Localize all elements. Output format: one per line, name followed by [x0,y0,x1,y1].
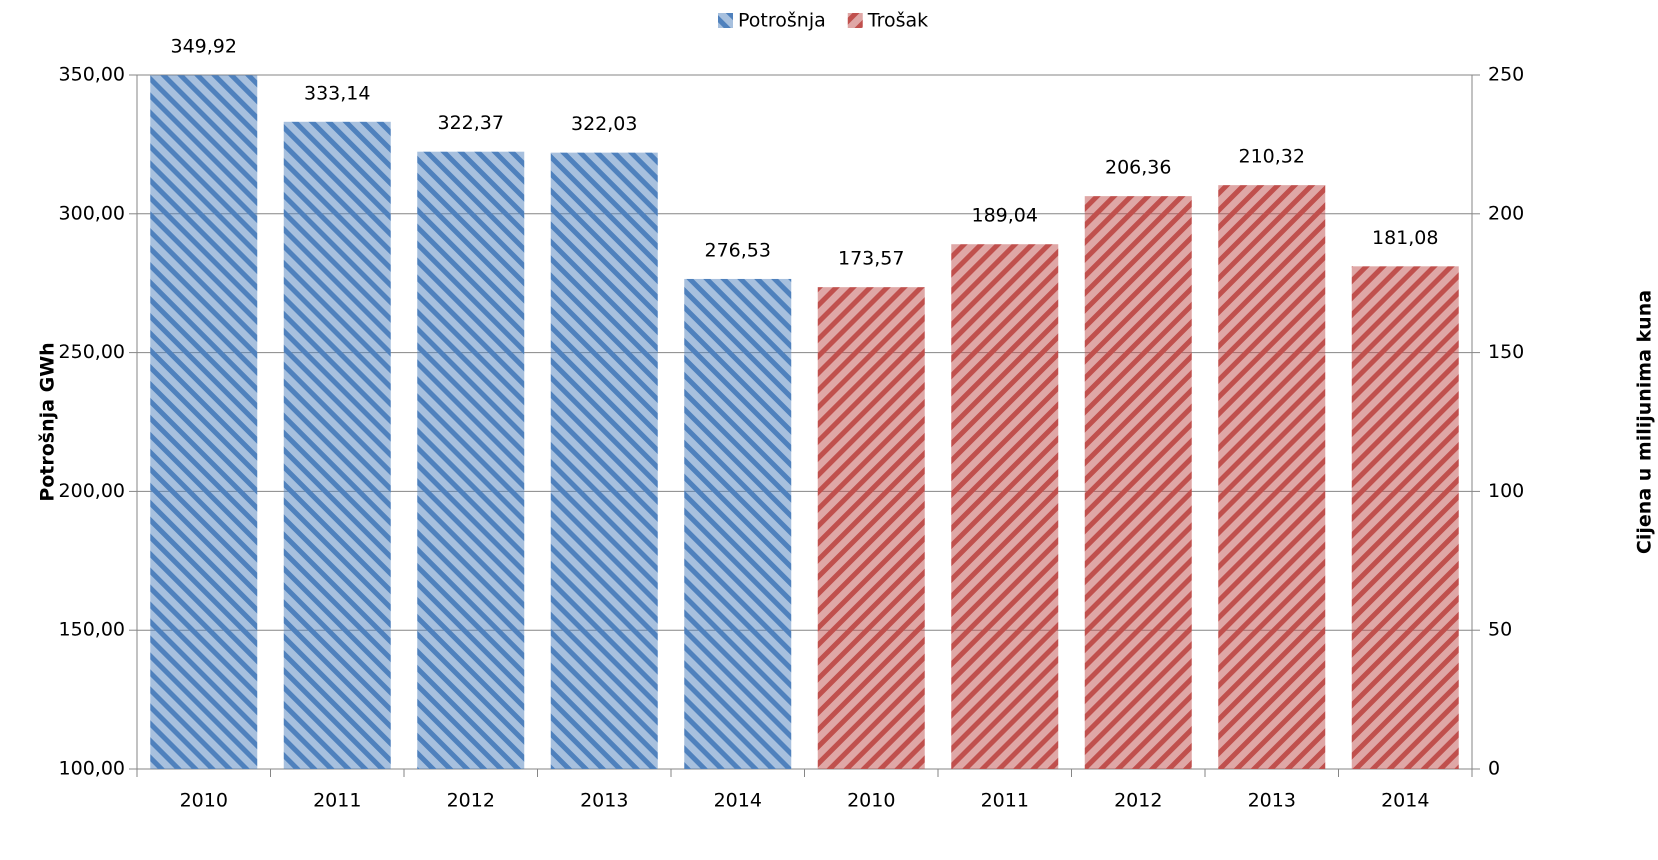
bar [150,75,258,770]
y-tick-label: 200,00 [59,480,125,502]
y-axis-title: Potrošnja GWh [37,342,59,501]
x-tick-label: 2011 [981,790,1029,812]
y-tick-label: 250,00 [59,341,125,363]
y-tick-label: 100,00 [59,758,125,780]
x-tick-label: 2014 [714,790,762,812]
bar [417,151,525,770]
x-tick-label: 2010 [847,790,895,812]
y2-axis-title: Cijena u milijunima kuna [1634,290,1656,554]
data-label: 322,37 [438,112,504,134]
bar [817,287,925,769]
data-label: 181,08 [1372,227,1438,249]
y2-tick-label: 50 [1488,619,1512,641]
y2-tick-label: 100 [1488,480,1524,502]
data-label: 189,04 [972,205,1038,227]
y2-tick-label: 150 [1488,341,1524,363]
x-tick-label: 2011 [313,790,361,812]
bar [283,121,391,770]
x-tick-label: 2012 [447,790,495,812]
bar [1218,185,1326,769]
bar [550,152,658,769]
bar [1084,196,1192,769]
legend-label: Trošak [867,10,928,32]
legend-label: Potrošnja [738,10,826,32]
data-label: 276,53 [705,239,771,261]
data-label: 322,03 [571,113,637,135]
x-tick-label: 2013 [580,790,628,812]
y2-tick-label: 0 [1488,758,1500,780]
data-label: 173,57 [838,248,904,270]
data-label: 349,92 [171,36,237,58]
y-tick-label: 350,00 [59,64,125,86]
y2-tick-label: 200 [1488,202,1524,224]
data-label: 210,32 [1239,146,1305,168]
x-tick-label: 2014 [1381,790,1429,812]
data-label: 333,14 [304,82,370,104]
y2-tick-label: 250 [1488,64,1524,86]
bar [684,278,792,769]
x-tick-label: 2012 [1114,790,1162,812]
x-tick-label: 2010 [180,790,228,812]
legend-swatch [847,13,863,28]
x-tick-label: 2013 [1248,790,1296,812]
data-label: 206,36 [1105,157,1171,179]
y-tick-label: 300,00 [59,202,125,224]
y-tick-label: 150,00 [59,619,125,641]
legend-swatch [718,13,733,28]
bar [1351,266,1459,769]
bar [951,244,1059,769]
